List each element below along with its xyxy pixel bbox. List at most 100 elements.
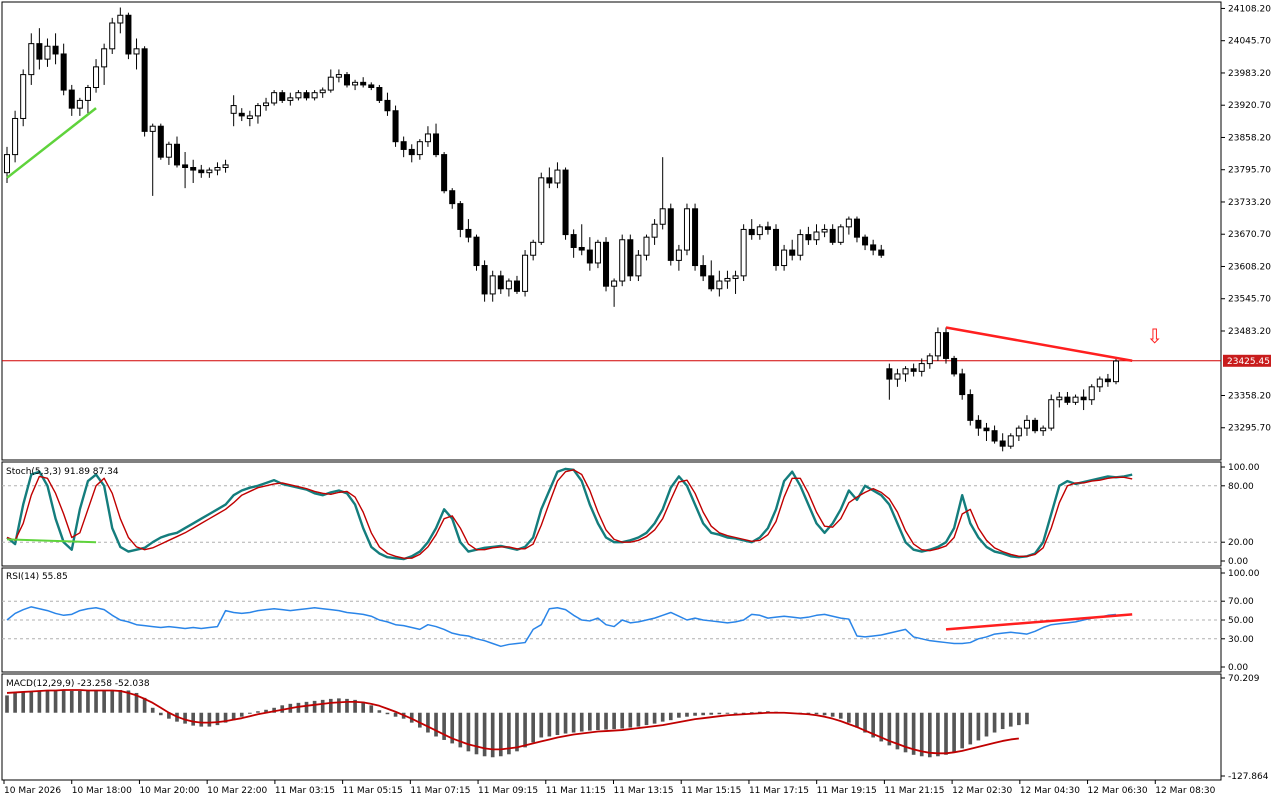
macd-histogram-bar	[741, 712, 746, 714]
candle-body	[975, 419, 982, 429]
candle-body	[206, 169, 213, 174]
candle-body	[408, 148, 415, 156]
candle-body	[1048, 399, 1055, 429]
candle	[433, 123, 440, 158]
candle	[222, 159, 229, 173]
candle-body	[473, 236, 480, 267]
macd-histogram-bar	[838, 712, 843, 719]
price-tick-label: 23295.70	[1228, 424, 1271, 434]
candle-body	[667, 208, 674, 261]
macd-histogram-bar	[61, 690, 66, 713]
candle-body	[125, 14, 132, 55]
candle-body	[683, 208, 690, 251]
macd-histogram-bar	[385, 712, 390, 715]
macd-histogram-bar	[936, 712, 940, 757]
candle	[959, 368, 966, 400]
candle-body	[513, 280, 520, 292]
macd-histogram-bar	[110, 689, 115, 713]
candle-body	[20, 74, 27, 119]
candle	[659, 157, 666, 230]
macd-histogram-bar	[563, 712, 568, 734]
macd-histogram-bar	[555, 712, 560, 736]
candle-body	[1056, 396, 1063, 401]
price-trendline	[6, 107, 97, 179]
candle-body	[254, 105, 261, 117]
candle-body	[1088, 386, 1095, 401]
candle-body	[708, 275, 715, 290]
macd-histogram-bar	[69, 690, 74, 713]
candle	[781, 244, 788, 271]
macd-histogram-bar	[652, 712, 657, 724]
macd-histogram-bar	[919, 712, 924, 757]
candle	[611, 278, 618, 307]
candle-body	[991, 430, 998, 442]
stoch-main-line	[6, 467, 1133, 561]
candle	[295, 90, 302, 101]
candle-body	[611, 280, 618, 287]
candle	[813, 224, 820, 245]
candle	[586, 237, 593, 271]
candle-body	[360, 81, 367, 86]
macd-histogram-bar	[992, 712, 997, 733]
candle	[975, 415, 982, 436]
candle	[554, 162, 561, 189]
candle-body	[505, 280, 512, 290]
x-tick-label: 11 Mar 21:15	[884, 786, 944, 796]
macd-histogram-bar	[409, 712, 414, 723]
macd-histogram-bar	[1025, 712, 1029, 725]
candle-body	[538, 177, 545, 243]
macd-histogram-bar	[239, 712, 244, 717]
candle	[627, 234, 634, 282]
candle-body	[821, 228, 828, 233]
candle	[1064, 391, 1071, 405]
macd-histogram-bar	[231, 712, 236, 721]
price-tick-label: 23670.70	[1228, 230, 1271, 240]
candle	[635, 250, 642, 282]
macd-histogram-bar	[677, 712, 681, 718]
candle	[594, 239, 601, 269]
candle	[570, 229, 577, 258]
candle	[845, 216, 852, 235]
candle	[303, 90, 310, 101]
candle-body	[773, 228, 780, 267]
candle-body	[165, 143, 172, 158]
candle	[84, 84, 91, 114]
candle-body	[44, 45, 51, 60]
candle	[1023, 415, 1030, 436]
macd-histogram-bar	[13, 692, 17, 713]
candle-body	[101, 48, 108, 68]
candle	[117, 7, 124, 34]
candle	[926, 353, 933, 369]
candle	[878, 244, 885, 258]
candle-body	[675, 249, 682, 261]
stoch-tick-label: 20.00	[1228, 538, 1254, 548]
candle	[497, 270, 504, 294]
candle	[1032, 417, 1039, 434]
macd-histogram-bar	[102, 690, 106, 713]
candle	[797, 229, 804, 261]
candle-body	[1104, 378, 1111, 383]
candle	[335, 69, 342, 83]
macd-histogram-bar	[158, 712, 163, 716]
candle-body	[311, 92, 318, 99]
candle-body	[36, 43, 43, 60]
x-tick-label: 10 Mar 22:00	[207, 786, 267, 796]
candle-body	[489, 275, 496, 295]
candle	[821, 224, 828, 238]
candle-body	[400, 141, 407, 150]
candle	[1072, 394, 1079, 405]
macd-histogram-bar	[863, 712, 867, 733]
macd-histogram-bar	[466, 712, 471, 752]
candle	[902, 366, 909, 382]
x-tick-label: 12 Mar 06:30	[1088, 786, 1148, 796]
candle-body	[951, 357, 958, 375]
x-tick-label: 11 Mar 05:15	[343, 786, 403, 796]
macd-histogram-bar	[86, 690, 90, 713]
macd-histogram-bar	[636, 712, 641, 727]
candle-body	[789, 249, 796, 256]
candle	[287, 92, 294, 106]
candle-body	[586, 249, 593, 264]
candle-body	[76, 99, 83, 109]
candle	[708, 260, 715, 292]
